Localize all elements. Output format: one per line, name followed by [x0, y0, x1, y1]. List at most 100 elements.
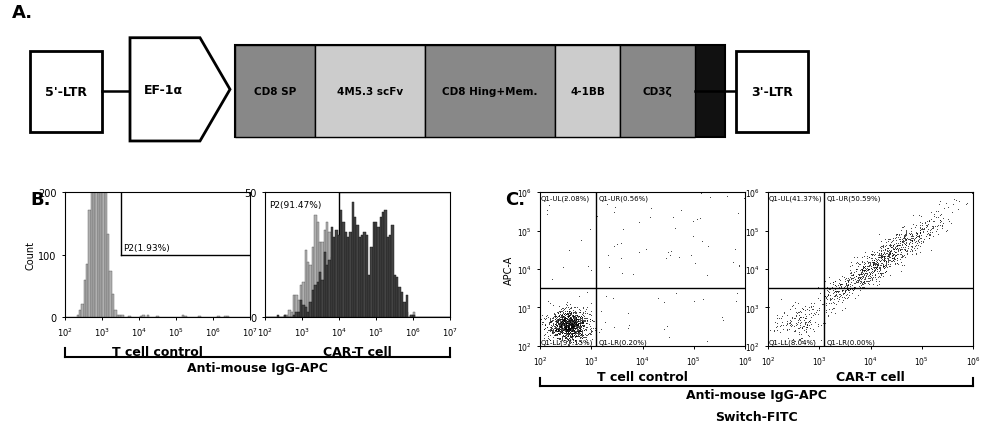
Point [797, 315, 813, 322]
Point [872, 258, 888, 265]
Point [559, 325, 575, 332]
Point [556, 333, 572, 340]
Point [782, 322, 798, 329]
Point [865, 259, 881, 266]
Point [552, 330, 568, 337]
Point [558, 324, 574, 331]
Point [842, 283, 858, 290]
Point [575, 322, 591, 329]
Point [817, 293, 833, 300]
Point [574, 322, 590, 329]
Point [915, 229, 931, 236]
Point [556, 337, 572, 344]
Point [554, 318, 570, 325]
Point [561, 312, 577, 319]
Point [864, 276, 880, 283]
Point [550, 320, 566, 327]
Point [866, 258, 882, 265]
Point [562, 327, 578, 334]
Point [550, 330, 566, 337]
Point [854, 283, 870, 290]
Point [830, 297, 846, 304]
Point [876, 258, 892, 265]
Point [930, 222, 946, 229]
Point [935, 215, 951, 223]
Text: Q1-LL(8.04%): Q1-LL(8.04%) [769, 339, 817, 345]
Point [546, 325, 562, 332]
Point [557, 328, 573, 335]
Point [561, 318, 577, 325]
Point [917, 219, 933, 226]
Point [909, 233, 925, 240]
Point [660, 249, 676, 256]
Point [864, 276, 880, 283]
Point [558, 317, 574, 324]
Point [889, 251, 905, 258]
Point [912, 226, 928, 233]
Point [549, 331, 565, 338]
Point [866, 260, 882, 267]
Point [575, 320, 591, 327]
Point [873, 238, 889, 245]
Point [556, 321, 572, 328]
Point [890, 247, 906, 254]
Point [834, 288, 850, 295]
Point [554, 336, 570, 343]
Point [801, 307, 817, 314]
Point [549, 330, 565, 337]
Point [894, 254, 910, 261]
Point [576, 314, 592, 321]
Point [568, 321, 584, 328]
Bar [382, 213, 384, 318]
Point [893, 230, 909, 237]
Point [803, 320, 819, 327]
Point [875, 241, 891, 248]
Point [562, 325, 578, 332]
Bar [370, 295, 373, 318]
Point [803, 300, 819, 307]
Point [565, 323, 581, 330]
Point [537, 331, 553, 338]
Point [555, 318, 571, 325]
Point [928, 214, 944, 221]
Point [605, 294, 621, 301]
Point [560, 328, 576, 335]
Point [909, 245, 925, 252]
Point [940, 216, 956, 223]
Point [562, 332, 578, 339]
Point [872, 265, 888, 272]
Point [799, 306, 815, 313]
Point [557, 325, 573, 332]
Point [550, 317, 566, 324]
Point [786, 323, 802, 330]
Point [788, 309, 804, 316]
Point [876, 255, 892, 262]
Point [902, 236, 918, 243]
Bar [359, 295, 361, 318]
Point [792, 319, 808, 326]
Point [911, 212, 927, 219]
Point [560, 316, 576, 323]
Point [560, 337, 576, 344]
Point [861, 263, 877, 270]
Point [556, 333, 572, 340]
Point [565, 313, 581, 320]
Point [878, 258, 894, 265]
Point [872, 274, 888, 281]
Point [576, 318, 592, 325]
Point [566, 314, 582, 321]
Point [884, 250, 900, 257]
Point [800, 319, 816, 326]
Point [921, 217, 937, 224]
Point [569, 321, 585, 328]
Point [848, 273, 864, 280]
Point [818, 302, 834, 309]
Bar [84, 280, 86, 318]
Point [560, 330, 576, 337]
Point [828, 288, 844, 295]
Point [663, 248, 679, 255]
Bar [302, 305, 305, 318]
Point [585, 325, 601, 332]
Point [779, 318, 795, 325]
Point [791, 316, 807, 323]
